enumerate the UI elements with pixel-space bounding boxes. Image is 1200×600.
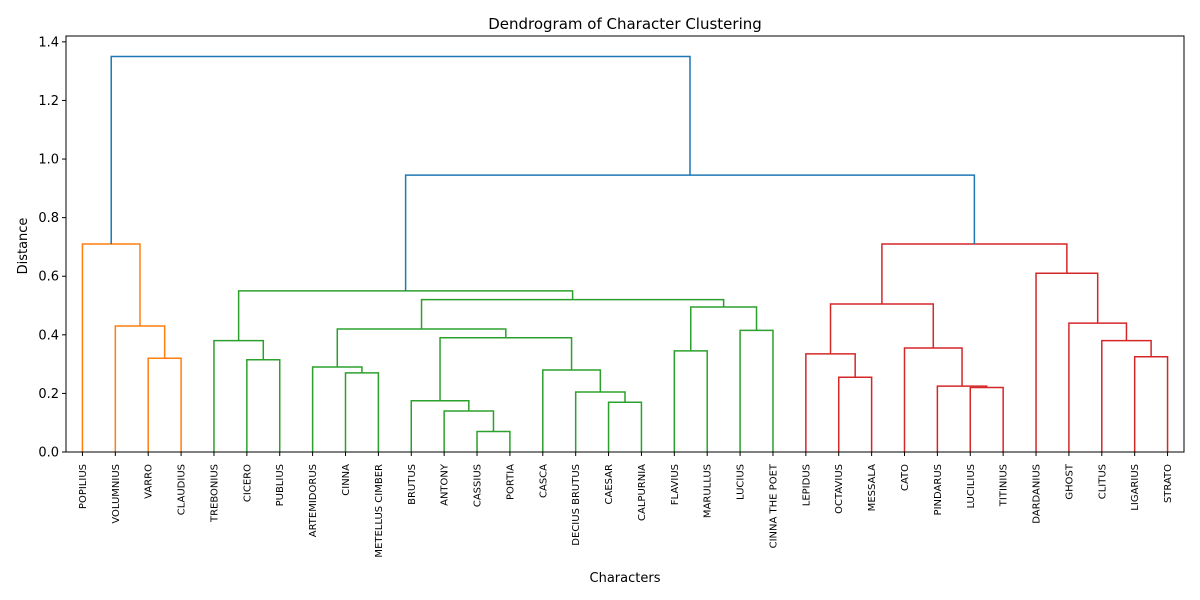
x-tick-label: DECIUS BRUTUS xyxy=(571,464,582,546)
x-tick-label: MESSALA xyxy=(867,464,878,511)
x-tick-label: CASSIUS xyxy=(473,464,484,507)
dendrogram-link xyxy=(81,243,141,452)
dendrogram-link xyxy=(829,303,935,354)
x-axis: POPILIUS VOLUMNIUS VARRO CLAUDIUS TREBONIUS C… xyxy=(78,452,1174,558)
x-tick-label: DARDANIUS xyxy=(1032,464,1043,524)
x-tick-label: LUCILIUS xyxy=(966,464,977,509)
dendrogram-link xyxy=(476,430,511,452)
x-tick-label: CLITUS xyxy=(1097,464,1108,499)
x-tick-label: CINNA THE POET xyxy=(768,463,779,548)
dendrogram-link xyxy=(903,347,963,452)
x-tick-label: CINNA xyxy=(341,464,352,496)
x-tick-label: METELLUS CIMBER xyxy=(374,464,385,558)
dendrogram-link xyxy=(607,401,643,452)
dendrogram-link xyxy=(1068,322,1128,452)
dendrogram-link xyxy=(147,357,182,452)
y-tick-label: 1.0 xyxy=(38,153,59,168)
dendrogram-link xyxy=(410,399,470,452)
x-tick-label: PORTIA xyxy=(505,464,516,500)
dendrogram-link xyxy=(311,366,363,452)
x-tick-label: VARRO xyxy=(144,464,155,499)
dendrogram-link xyxy=(805,353,856,452)
x-tick-label: MARULLUS xyxy=(703,464,714,518)
dendrogram-link xyxy=(213,339,265,452)
x-tick-label: CAESAR xyxy=(604,464,615,505)
x-tick-label: LEPIDUS xyxy=(801,464,812,506)
dendrogram-link xyxy=(969,386,1004,452)
y-tick-label: 0.6 xyxy=(38,270,59,285)
x-tick-label: CLAUDIUS xyxy=(177,464,188,515)
x-tick-label: STRATO xyxy=(1163,464,1174,503)
x-tick-label: TITINIUS xyxy=(999,464,1010,507)
dendrogram-links xyxy=(81,55,1169,452)
x-tick-label: PINDARUS xyxy=(933,464,944,515)
y-tick-label: 1.2 xyxy=(38,94,59,109)
x-tick-label: ANTONY xyxy=(440,463,451,506)
dendrogram-link xyxy=(420,298,725,329)
y-axis-label: Distance xyxy=(16,218,31,275)
y-tick-label: 0.2 xyxy=(38,387,59,402)
dendrogram-link xyxy=(542,369,602,452)
y-tick-label: 1.4 xyxy=(38,35,59,50)
dendrogram-link xyxy=(574,391,626,452)
dendrogram-link xyxy=(690,306,758,351)
dendrogram-link xyxy=(237,290,574,341)
x-tick-label: VOLUMNIUS xyxy=(111,464,122,524)
dendrogram-link xyxy=(936,385,988,452)
chart-title: Dendrogram of Character Clustering xyxy=(488,15,762,33)
y-tick-label: 0.8 xyxy=(38,211,59,226)
x-tick-label: FLAVIUS xyxy=(670,464,681,505)
dendrogram-link xyxy=(114,325,166,452)
x-tick-label: TREBONIUS xyxy=(209,464,220,523)
dendrogram-link xyxy=(336,328,507,368)
x-tick-label: BRUTUS xyxy=(407,464,418,505)
x-tick-label: CASCA xyxy=(538,464,549,498)
y-axis: 0.0 0.2 0.4 0.6 0.8 1.0 1.2 1.4 xyxy=(38,35,66,461)
x-tick-label: POPILIUS xyxy=(78,464,89,509)
x-tick-label: CATO xyxy=(900,464,911,491)
dendrogram-link xyxy=(837,376,873,452)
dendrogram-link xyxy=(110,55,691,244)
dendrogram-link xyxy=(1035,272,1099,452)
x-tick-label: LUCIUS xyxy=(736,464,747,500)
y-tick-label: 0.4 xyxy=(38,328,59,343)
plot-frame xyxy=(65,35,1185,453)
x-tick-label: GHOST xyxy=(1064,463,1075,499)
dendrogram-link xyxy=(246,358,281,452)
dendrogram-link xyxy=(739,329,774,452)
x-tick-label: CICERO xyxy=(242,464,253,502)
x-axis-label: Characters xyxy=(590,571,661,586)
dendrogram-link xyxy=(404,174,976,291)
x-tick-label: CALPURNIA xyxy=(637,464,648,521)
x-tick-label: PUBLIUS xyxy=(275,464,286,506)
x-tick-label: LIGARIUS xyxy=(1130,464,1141,511)
x-tick-label: ARTEMIDORUS xyxy=(308,464,319,537)
dendrogram-link xyxy=(1133,356,1169,452)
dendrogram-link xyxy=(344,372,380,452)
y-tick-label: 0.0 xyxy=(38,446,59,461)
dendrogram-link xyxy=(443,410,495,452)
x-tick-label: OCTAVIUS xyxy=(834,464,845,514)
dendrogram-link xyxy=(673,350,708,452)
